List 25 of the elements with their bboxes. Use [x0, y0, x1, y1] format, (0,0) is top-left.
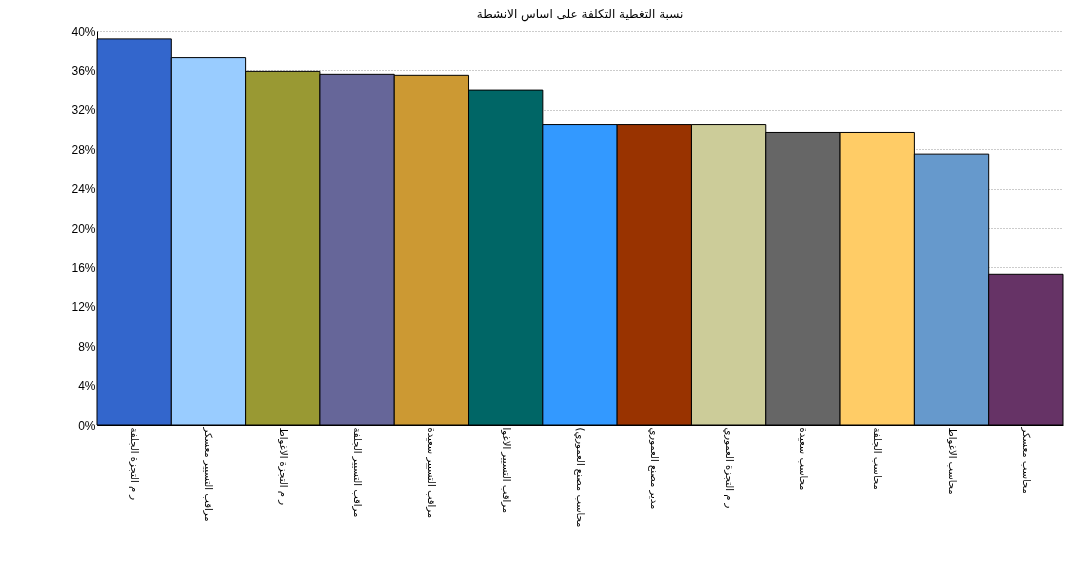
x-tick-label: ر م التجزة العموري	[722, 427, 735, 509]
x-tick-label: محاسب الجلفة	[872, 427, 884, 490]
y-tick-label: 0%	[78, 418, 96, 433]
y-tick-label: 32%	[71, 103, 96, 118]
x-tick-label: محاسب الاغواط	[946, 427, 958, 495]
x-tick-label: مراقب التسيير الاغوا	[500, 427, 512, 514]
y-tick-label: 16%	[71, 260, 96, 275]
y-tick-label: 36%	[71, 63, 96, 78]
x-tick-label: مراقب التسيير معسكر	[203, 426, 215, 522]
x-tick-label: مدير مصنع العموري	[648, 427, 661, 510]
chart-title: نسبة التغطية التكلفة على اساس الانشطة	[476, 7, 684, 22]
x-tick-label: مراقب التسيير سعيدة	[426, 427, 438, 519]
y-tick-label: 8%	[78, 339, 96, 354]
x-tick-label: محاسب معسكر	[1020, 426, 1032, 494]
x-tick-label: (محاسب مصنع العموري	[574, 427, 586, 528]
y-tick-label: 12%	[71, 300, 96, 315]
y-tick-label: 24%	[71, 182, 96, 197]
y-tick-label: 4%	[78, 379, 96, 394]
x-tick-label: ر م التجزة الاغواط	[277, 427, 289, 506]
y-tick-label: 40%	[71, 24, 96, 39]
x-tick-label: محاسب سعيدة	[797, 427, 809, 491]
y-tick-label: 20%	[71, 221, 96, 236]
y-tick-label: 28%	[71, 142, 96, 157]
x-tick-label: مراقب التسيير الجلفة	[352, 427, 364, 518]
x-tick-label: ر م التجزة الجلفة	[129, 427, 141, 501]
